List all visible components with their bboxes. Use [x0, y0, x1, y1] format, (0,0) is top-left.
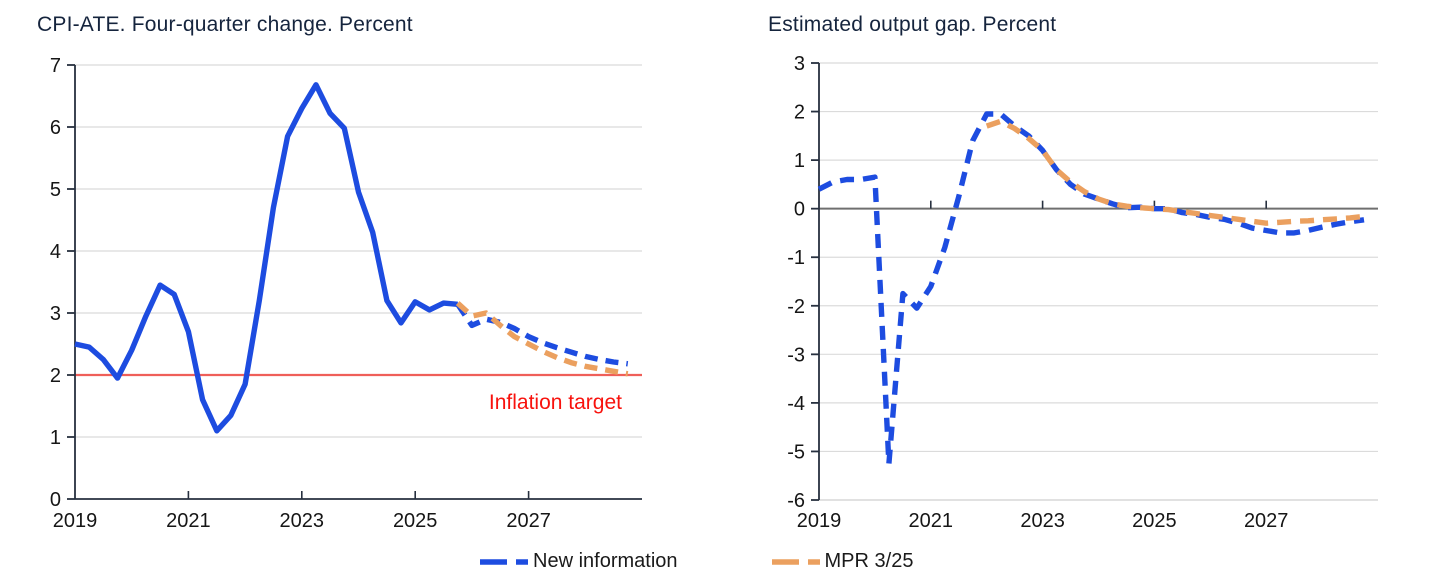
x-tick-label: 2019 [797, 510, 842, 532]
series-mpr-3-25 [455, 301, 629, 377]
y-tick-label: -2 [787, 296, 805, 318]
x-tick-label: 2025 [1132, 510, 1177, 532]
x-tick-label: 2027 [1244, 510, 1289, 532]
y-tick-label: 0 [794, 199, 805, 221]
y-tick-label: 2 [50, 365, 61, 387]
inflation-target-label: Inflation target [489, 391, 622, 414]
y-tick-label: -4 [787, 393, 805, 415]
legend-label-new-information: New information [533, 550, 678, 572]
y-tick-label: -5 [787, 441, 805, 463]
x-tick-label: 2023 [1020, 510, 1065, 532]
legend-label-mpr-3-25: MPR 3/25 [824, 550, 914, 572]
y-tick-label: -3 [787, 344, 805, 366]
y-tick-label: 3 [794, 53, 805, 75]
y-tick-label: -1 [787, 247, 805, 269]
x-tick-label: 2019 [53, 510, 98, 532]
output-gap-chart: -6 -5 -4 -3 -2 -1 0 1 2 3 2019 2021 2023 2025 2027 [787, 53, 1378, 532]
x-tick-label: 2025 [393, 510, 438, 532]
x-tick-label: 2021 [166, 510, 211, 532]
y-tick-label: 7 [50, 55, 61, 77]
chart-legend: New information MPR 3/25 [479, 550, 913, 573]
legend-item-mpr-3-25: MPR 3/25 [771, 550, 914, 573]
y-tick-label: 4 [50, 241, 61, 263]
y-tick-label: 2 [794, 102, 805, 124]
series-new-information-actual [74, 82, 458, 434]
cpi-chart-title: CPI-ATE. Four-quarter change. Percent [37, 13, 413, 36]
x-tick-label: 2021 [909, 510, 954, 532]
series-new-information [817, 111, 1365, 467]
y-tick-label: 1 [794, 150, 805, 172]
new-information-dash-icon [480, 558, 528, 565]
mpr-3-25-dash-icon [771, 558, 820, 565]
x-tick-label: 2027 [506, 510, 551, 532]
y-tick-label: -6 [787, 490, 805, 512]
y-tick-label: 5 [50, 179, 61, 201]
y-tick-label: 6 [50, 117, 61, 139]
x-tick-label: 2023 [280, 510, 325, 532]
cpi-chart: 0 1 2 3 4 5 6 7 2019 2021 2023 2025 2027 Inflation ta… [50, 55, 642, 532]
y-tick-label: 3 [50, 303, 61, 325]
y-tick-label: 0 [50, 489, 61, 511]
series-mpr-3-25 [985, 118, 1365, 226]
output-gap-chart-title: Estimated output gap. Percent [768, 13, 1056, 36]
y-tick-label: 1 [50, 427, 61, 449]
legend-item-new-information: New information [479, 550, 678, 573]
